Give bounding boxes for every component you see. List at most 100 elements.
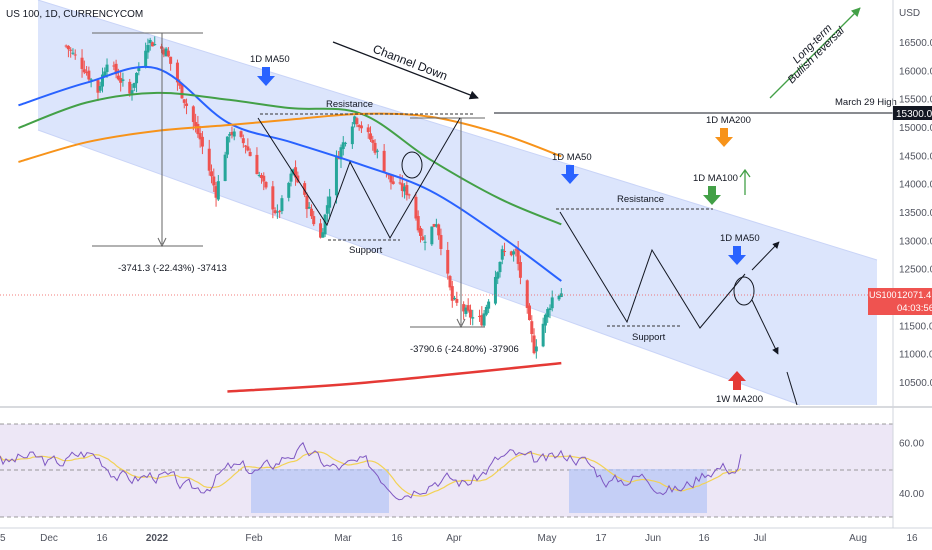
time-tick-label: May xyxy=(538,533,557,544)
candle-body xyxy=(191,106,195,123)
candle-body xyxy=(325,205,329,214)
rsi-highlight-1 xyxy=(251,469,389,513)
candle-body xyxy=(100,74,104,87)
candle-body xyxy=(114,63,118,75)
time-tick-label: 16 xyxy=(906,533,918,544)
price-tick-label: 16500.0 xyxy=(899,38,932,49)
candle-body xyxy=(353,116,357,125)
candle-body xyxy=(512,251,516,255)
zigzag-pattern-1 xyxy=(257,117,461,240)
candle-body xyxy=(196,123,200,135)
candle-body xyxy=(550,297,554,309)
candle-body xyxy=(319,223,323,238)
time-tick-label: 16 xyxy=(96,533,108,544)
rsi-tick-label: 40.00 xyxy=(899,489,924,500)
last-price-countdown: 04:03:56 xyxy=(897,303,932,314)
candle-body xyxy=(112,65,116,67)
candle-body xyxy=(130,90,134,94)
price-tick-label: 12500.0 xyxy=(899,265,932,276)
candle-body xyxy=(294,167,298,178)
candle-body xyxy=(405,185,409,196)
price-tick-label: 14500.0 xyxy=(899,151,932,162)
candle-body xyxy=(357,125,361,128)
ma-line-1w-ma200 xyxy=(227,361,562,393)
ma50-label-1: 1D MA50 xyxy=(250,54,290,65)
ma50-label-2: 1D MA50 xyxy=(552,152,592,163)
candle-body xyxy=(82,69,86,73)
candle-body xyxy=(264,181,268,188)
ma50-arrow-2 xyxy=(561,165,579,184)
candle-body xyxy=(103,71,107,76)
candle-body xyxy=(225,136,229,155)
time-tick-label: Jul xyxy=(754,533,767,544)
ma50-arrow-3 xyxy=(728,246,746,265)
ma50-arrow-1 xyxy=(257,67,275,86)
candle-body xyxy=(350,126,354,145)
candle-body xyxy=(548,308,552,310)
zigzag-pattern-2 xyxy=(559,211,746,329)
candle-body xyxy=(66,45,70,50)
candle-body xyxy=(557,295,561,300)
candle-body xyxy=(518,262,522,278)
candle-body xyxy=(244,145,248,147)
wma200-label: 1W MA200 xyxy=(716,394,763,405)
candle-body xyxy=(89,79,93,81)
candle-body xyxy=(430,226,434,245)
candle-body xyxy=(532,335,536,354)
candle-body xyxy=(200,136,204,147)
candle-body xyxy=(164,48,168,57)
candle-body xyxy=(210,171,214,177)
candle-body xyxy=(216,181,220,200)
price-tick-label: 10500.0 xyxy=(899,378,932,389)
candle-body xyxy=(273,210,277,214)
candle-body xyxy=(182,99,186,103)
candle-body xyxy=(355,118,359,125)
price-tick-label: 14000.0 xyxy=(899,180,932,191)
time-tick-label: Aug xyxy=(849,533,867,544)
candle-body xyxy=(482,313,486,326)
candle-body xyxy=(228,134,232,136)
candle-body xyxy=(246,146,250,151)
candle-body xyxy=(407,194,411,196)
candle-body xyxy=(64,45,68,47)
candle-body xyxy=(480,315,484,326)
ma100-up-arrow xyxy=(739,168,751,195)
candle-body xyxy=(135,72,139,84)
candle-body xyxy=(96,80,100,93)
candle-body xyxy=(423,241,427,243)
candle-body xyxy=(391,181,395,184)
candle-body xyxy=(137,67,141,72)
last-price-badge xyxy=(868,288,932,315)
last-price-symbol: US100 xyxy=(869,290,897,300)
reversal-arrow xyxy=(769,7,861,99)
candle-body xyxy=(484,306,488,315)
candle-body xyxy=(328,196,332,208)
candle-body xyxy=(73,54,77,56)
rsi-line xyxy=(0,441,742,501)
ma100-arrow xyxy=(703,186,721,205)
candle-body xyxy=(478,315,482,317)
candle-body xyxy=(248,151,252,157)
price-tick-label: 11500.0 xyxy=(899,321,932,332)
time-tick-label: Dec xyxy=(40,533,58,544)
price-tick-label: 11000.0 xyxy=(899,350,932,361)
candle-body xyxy=(446,249,450,274)
candle-body xyxy=(448,276,452,288)
candle-body xyxy=(162,49,166,55)
candle-body xyxy=(344,142,348,144)
candle-body xyxy=(98,86,102,91)
candle-body xyxy=(382,150,386,172)
rsi-highlight-2 xyxy=(569,469,707,513)
candle-body xyxy=(371,140,375,143)
currency-label: USD xyxy=(899,8,920,19)
candle-body xyxy=(514,249,518,251)
candle-body xyxy=(455,298,459,303)
candle-body xyxy=(169,56,173,64)
candle-body xyxy=(416,216,420,231)
channel-lower-line xyxy=(37,129,801,406)
channel-down-arrow xyxy=(332,41,479,100)
measure-tool-1 xyxy=(92,32,203,248)
march29-badge-value: 15300.0 xyxy=(896,109,932,120)
candle-body xyxy=(80,57,84,69)
